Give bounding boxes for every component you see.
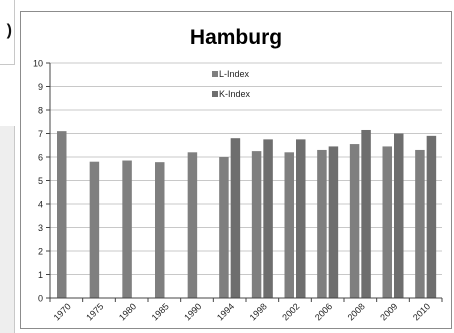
bar-l-index bbox=[89, 161, 100, 298]
bar-l-index bbox=[57, 131, 67, 298]
bars-group bbox=[57, 129, 437, 298]
bar-k-index bbox=[328, 146, 339, 298]
bar-k-index bbox=[230, 138, 241, 298]
y-tick-label: 8 bbox=[38, 106, 43, 116]
bar-k-index bbox=[394, 133, 404, 298]
bar-l-index bbox=[284, 152, 294, 298]
x-tick-label: 1980 bbox=[117, 301, 138, 322]
left-window-fragment: ) bbox=[0, 0, 15, 65]
x-tick-label: 2002 bbox=[280, 301, 301, 322]
x-tick-label: 2008 bbox=[346, 301, 367, 322]
x-tick-label: 1990 bbox=[182, 301, 203, 322]
legend-label: K-Index bbox=[219, 89, 251, 99]
y-tick-label: 2 bbox=[38, 247, 43, 257]
bar-l-index bbox=[317, 149, 327, 298]
bar-l-index bbox=[187, 152, 198, 298]
legend-swatch bbox=[212, 91, 218, 97]
legend: L-Index K-Index bbox=[212, 69, 251, 99]
y-tick-label: 0 bbox=[38, 294, 43, 304]
bar-l-index bbox=[415, 149, 425, 298]
y-tick-label: 9 bbox=[38, 82, 43, 92]
left-gray-panel bbox=[0, 126, 15, 333]
bar-l-index bbox=[122, 160, 132, 298]
y-tick-label: 3 bbox=[38, 223, 43, 233]
axes-group bbox=[49, 63, 442, 299]
legend-swatch bbox=[212, 71, 218, 77]
bar-k-index bbox=[361, 129, 371, 298]
chart-title: Hamburg bbox=[190, 26, 282, 49]
x-tick-label: 2009 bbox=[378, 301, 399, 322]
x-tick-label: 1985 bbox=[150, 301, 171, 322]
left-window-strip: ) bbox=[0, 0, 15, 333]
x-tick-label: 1975 bbox=[84, 301, 105, 322]
bar-l-index bbox=[251, 151, 262, 298]
y-tick-labels: 0 1 2 3 4 5 6 7 8 9 10 bbox=[33, 59, 43, 304]
bar-l-index bbox=[349, 144, 360, 298]
grid-lines bbox=[46, 62, 443, 302]
x-tick-label: 2010 bbox=[411, 301, 432, 322]
x-tick-label: 1970 bbox=[52, 301, 73, 322]
y-tick-label: 7 bbox=[38, 129, 43, 139]
bar-k-index bbox=[263, 139, 273, 298]
y-tick-label: 10 bbox=[33, 59, 43, 69]
x-tick-label: 1994 bbox=[215, 301, 236, 322]
bar-l-index bbox=[382, 146, 392, 298]
y-tick-label: 4 bbox=[38, 200, 43, 210]
bar-l-index bbox=[219, 157, 229, 298]
legend-label: L-Index bbox=[219, 69, 250, 79]
bar-l-index bbox=[155, 162, 165, 298]
y-tick-label: 6 bbox=[38, 153, 43, 163]
y-tick-label: 5 bbox=[38, 176, 43, 186]
x-tick-label: 1998 bbox=[248, 301, 269, 322]
bar-k-index bbox=[296, 139, 306, 298]
x-tick-label: 2006 bbox=[313, 301, 334, 322]
y-tick-label: 1 bbox=[38, 270, 43, 280]
x-tick-labels: 1970 1975 1980 1985 1990 1994 1998 2002 2006 2008… bbox=[52, 301, 433, 322]
left-fragment-text: ) bbox=[6, 22, 12, 39]
bar-k-index bbox=[426, 135, 437, 298]
